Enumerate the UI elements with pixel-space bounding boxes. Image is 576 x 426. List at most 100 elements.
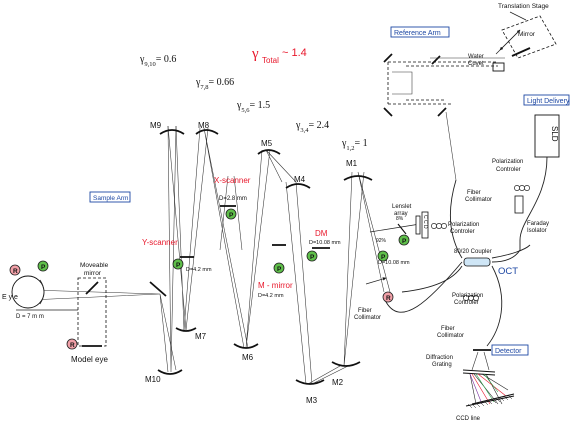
gamma-ratio-1-2: γ1,2= 1 bbox=[341, 138, 368, 152]
mirror-m5 bbox=[257, 149, 281, 155]
water-cuvet bbox=[492, 62, 505, 72]
marker-r-eye: R bbox=[9, 264, 21, 276]
mirror-label-m8: M8 bbox=[198, 121, 210, 130]
fiber-collimator-sample-label: Fiber Collimator bbox=[354, 308, 381, 321]
reference-mirror bbox=[511, 47, 531, 57]
mirror-label-m4: M4 bbox=[294, 175, 306, 184]
svg-text:P: P bbox=[277, 266, 282, 273]
ccd-label: C C D bbox=[422, 215, 428, 229]
svg-text:R: R bbox=[70, 342, 75, 349]
gamma-total: γ Total ~ 1.4 bbox=[251, 46, 307, 65]
marker-p-m1: P bbox=[377, 250, 389, 262]
svg-text:γ: γ bbox=[251, 46, 259, 62]
gamma-ratio-9-10: γ9,10= 0.6 bbox=[139, 54, 176, 68]
mirror-m3 bbox=[295, 379, 325, 385]
scanner-components: X-scanner D=2.8 mm Y-scanner D=4.2 mm M … bbox=[142, 176, 410, 299]
mirror-set bbox=[149, 129, 373, 385]
reference-arm-optics: Water Cuvet bbox=[383, 53, 505, 181]
lenslet-array-label: Lenslet array bbox=[392, 204, 412, 217]
coupler-label: 80/20 Coupler bbox=[454, 249, 492, 255]
sld-label: SLD bbox=[550, 126, 559, 142]
marker-p-eye: P bbox=[37, 260, 49, 272]
detector-optics bbox=[462, 349, 515, 409]
beam-splitter bbox=[397, 223, 407, 235]
detector-label: Detector bbox=[495, 348, 522, 355]
light-delivery-label: Light Delivery bbox=[527, 98, 570, 105]
eye-globe bbox=[11, 275, 45, 309]
water-cuvet-label: Water Cuvet bbox=[468, 54, 484, 67]
svg-text:P: P bbox=[381, 254, 386, 261]
mirror-label-m3: M3 bbox=[306, 396, 318, 405]
sld-source: SLD bbox=[534, 114, 560, 158]
y-scanner-label: Y-scanner bbox=[142, 238, 178, 247]
pol-controller-low-label: Polarization Controler bbox=[452, 293, 483, 306]
marker-p-lenslet: P bbox=[398, 234, 410, 246]
mirror-m7 bbox=[175, 327, 197, 332]
svg-text:P: P bbox=[41, 264, 46, 271]
moveable-mirror-label: Moveable mirror bbox=[80, 262, 109, 277]
sample-arm-label: Sample Arm bbox=[93, 195, 128, 202]
x-scanner-label: X-scanner bbox=[214, 176, 251, 185]
marker-r-collimator: R bbox=[382, 291, 394, 303]
m-mirror-label: M - mirror bbox=[258, 281, 293, 290]
mirror-m4 bbox=[285, 183, 311, 189]
m1-beam-diameter: D=10.08 mm bbox=[378, 260, 410, 266]
marker-p-m: P bbox=[273, 262, 285, 274]
m-mirror-diameter: D=4.2 mm bbox=[258, 293, 284, 299]
mirror-label-m10: M10 bbox=[145, 375, 161, 384]
svg-text:Total: Total bbox=[262, 56, 279, 65]
pct-8-label: 8% bbox=[396, 216, 404, 222]
translation-stage-label: Translation Stage bbox=[498, 3, 549, 10]
mirror-label-m2: M2 bbox=[332, 378, 344, 387]
pol-controller-mid-label: Polarization Controler bbox=[448, 222, 479, 235]
ccd-sensor bbox=[421, 211, 429, 239]
mirror-m10 bbox=[157, 369, 183, 375]
mirror-label-m7: M7 bbox=[195, 332, 207, 341]
fiber-collimator-det-label: Fiber Collimator bbox=[437, 326, 464, 339]
lenslet-array bbox=[415, 215, 421, 235]
diffraction-grating-label: Diffraction Grating bbox=[426, 355, 453, 368]
coupler-body bbox=[463, 257, 491, 267]
translation-stage-frame bbox=[501, 15, 557, 59]
faraday-isolator-body bbox=[514, 195, 524, 214]
y-scanner-diameter: D=4.2 mm bbox=[186, 267, 212, 273]
svg-text:~ 1.4: ~ 1.4 bbox=[282, 47, 307, 59]
translation-stage: Translation Stage Mirror bbox=[495, 3, 557, 59]
marker-set: R P R P P P P P P R bbox=[9, 208, 410, 350]
marker-p-y: P bbox=[172, 258, 184, 270]
marker-r-model: R bbox=[66, 338, 78, 350]
svg-text:R: R bbox=[386, 295, 391, 302]
pol-controller-top-label: Polarization Controler bbox=[492, 159, 523, 173]
oct-label: OCT bbox=[498, 266, 518, 277]
sample-arm-beams bbox=[29, 125, 391, 385]
faraday-isolator-label: Faraday Isolator bbox=[527, 221, 549, 234]
svg-text:R: R bbox=[13, 268, 18, 275]
mirror-m8 bbox=[195, 129, 219, 135]
dm-diameter: D=10.08 mm bbox=[309, 240, 341, 246]
gamma-ratio-5-6: γ5,6= 1.5 bbox=[236, 100, 270, 114]
dm-label: DM bbox=[315, 229, 328, 238]
mirror-m6 bbox=[233, 343, 259, 349]
gamma-ratio-3-4: γ3,4= 2.4 bbox=[295, 120, 329, 134]
mirror-label: Mirror bbox=[518, 31, 536, 38]
svg-text:P: P bbox=[229, 212, 234, 219]
marker-p-dm: P bbox=[306, 250, 318, 262]
eye-section: E y e D = 7 m m Moveable mirror Model eye bbox=[2, 262, 109, 364]
mirror-m1 bbox=[343, 175, 373, 181]
mirror-label-m9: M9 bbox=[150, 121, 162, 130]
mirror-m9 bbox=[159, 129, 185, 135]
gamma-ratio-7-8: γ7,8= 0.66 bbox=[195, 77, 234, 91]
svg-text:P: P bbox=[176, 262, 181, 269]
model-eye-label: Model eye bbox=[71, 355, 108, 364]
ccd-line-label: CCD line bbox=[456, 416, 481, 422]
mirror-label-m6: M6 bbox=[242, 353, 254, 362]
mirror-m2 bbox=[331, 361, 361, 367]
eye-pupil-diameter: D = 7 m m bbox=[16, 314, 44, 320]
pct-92-label: 92% bbox=[376, 238, 387, 244]
eye-label: E y e bbox=[2, 294, 18, 301]
mirror-labels: M1 M2 M3 M4 M5 M6 M7 M8 M9 M10 bbox=[145, 121, 358, 405]
x-scanner-diameter: D=2.8 mm bbox=[219, 196, 247, 202]
svg-text:P: P bbox=[402, 238, 407, 245]
